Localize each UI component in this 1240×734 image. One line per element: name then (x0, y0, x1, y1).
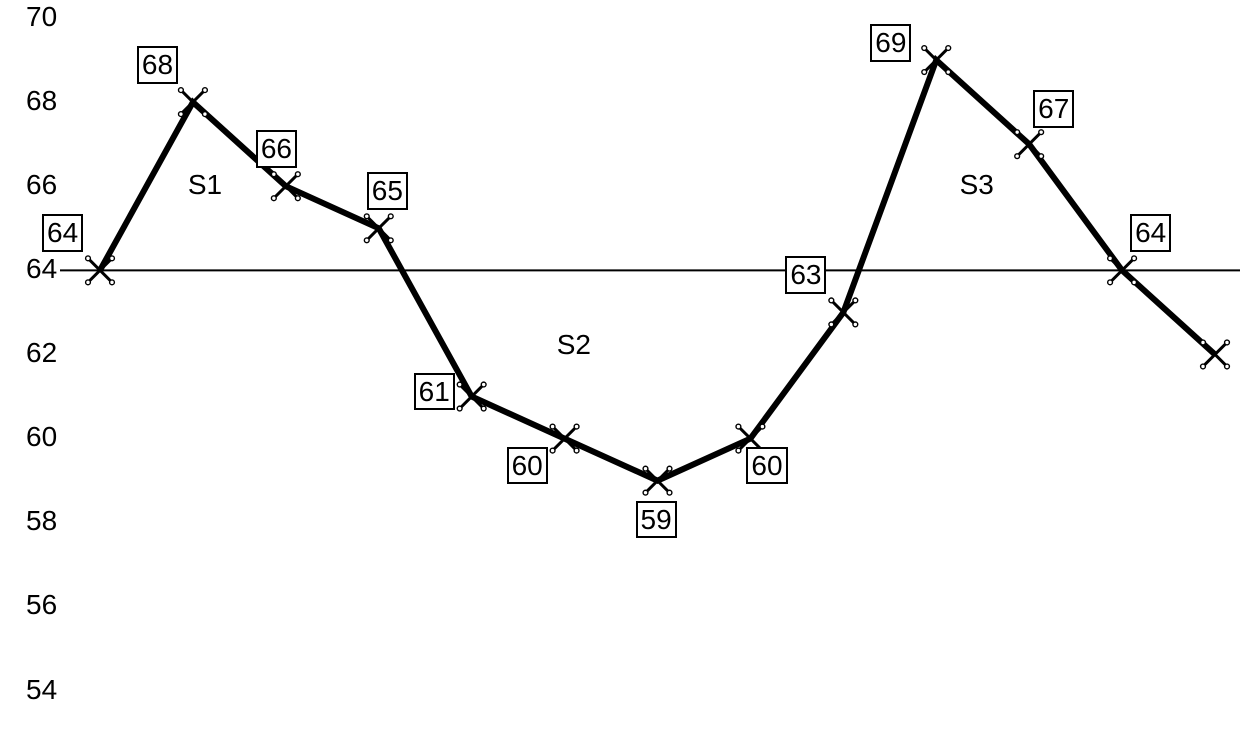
marker (550, 424, 579, 453)
data-label: 64 (1130, 214, 1171, 252)
data-label: 63 (785, 256, 826, 294)
marker (1015, 130, 1044, 159)
data-label: 68 (137, 46, 178, 84)
y-tick-label: 62 (26, 337, 57, 369)
data-label: 60 (507, 447, 548, 485)
marker (457, 382, 486, 411)
chart-container: 54 56 58 60 62 64 66 68 70 64 68 66 65 61 60 59 60 63 69 67… (0, 0, 1240, 734)
y-tick-label: 64 (26, 253, 57, 285)
data-label: 64 (42, 214, 83, 252)
region-label: S3 (960, 169, 994, 201)
data-label: 61 (414, 373, 455, 411)
marker (364, 214, 393, 243)
marker (179, 88, 208, 117)
region-label: S1 (188, 169, 222, 201)
y-tick-label: 54 (26, 674, 57, 706)
marker (922, 46, 951, 75)
data-label: 60 (746, 447, 787, 485)
y-tick-label: 56 (26, 589, 57, 621)
y-tick-label: 66 (26, 169, 57, 201)
y-tick-label: 58 (26, 505, 57, 537)
data-label: 67 (1033, 90, 1074, 128)
marker (271, 172, 300, 201)
region-label: S2 (557, 329, 591, 361)
data-label: 65 (367, 172, 408, 210)
data-label: 66 (256, 130, 297, 168)
data-label: 69 (870, 24, 911, 62)
data-label: 59 (636, 501, 677, 539)
marker (1201, 340, 1230, 369)
y-tick-label: 60 (26, 421, 57, 453)
y-tick-label: 70 (26, 1, 57, 33)
marker (829, 298, 858, 327)
marker (643, 466, 672, 495)
y-tick-label: 68 (26, 85, 57, 117)
